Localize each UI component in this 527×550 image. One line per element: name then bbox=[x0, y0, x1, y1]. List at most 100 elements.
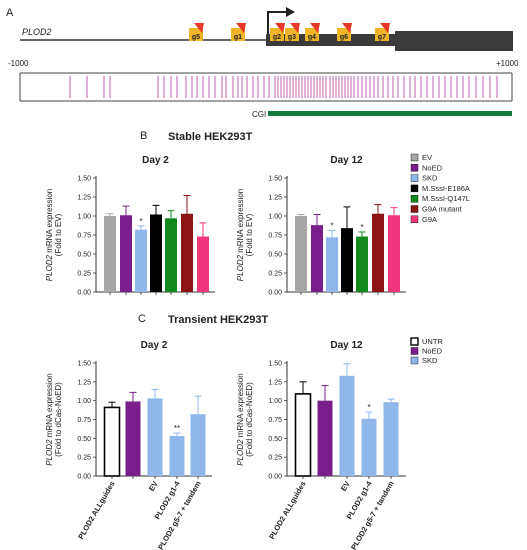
y-tick-label: 0.75 bbox=[268, 233, 282, 240]
guide-flag-g4 bbox=[310, 23, 320, 33]
y-tick-label: 0.50 bbox=[77, 252, 91, 259]
y-axis-label-secondary: (Fold to EV) bbox=[245, 213, 254, 256]
guide-label-g6: g6 bbox=[340, 34, 348, 41]
gene-name: PLOD2 bbox=[22, 27, 52, 37]
legend-label-0: EV bbox=[422, 153, 432, 162]
significance-mark-3: * bbox=[330, 221, 333, 230]
chart-1: Day 2 PLOD2 mRNA expression (Fold to EV) 0.… bbox=[45, 155, 215, 297]
bar-4 bbox=[150, 214, 162, 292]
legend-label-2: SKD bbox=[422, 356, 438, 365]
guide-flag-g1 bbox=[236, 23, 246, 33]
bar-5 bbox=[190, 414, 206, 476]
legend-swatch-1 bbox=[410, 164, 419, 172]
bar-7 bbox=[388, 215, 400, 292]
cgi-label: CGI bbox=[252, 110, 266, 119]
chart-2: Day 12 PLOD2 mRNA expression (Fold to EV) 0… bbox=[236, 155, 406, 297]
chart-3: Day 2 PLOD2 mRNA expression (Fold to dCas-… bbox=[45, 340, 212, 550]
guide-box-g2 bbox=[270, 28, 284, 41]
guide-label-g7: g7 bbox=[378, 34, 386, 41]
bar-1 bbox=[104, 216, 116, 292]
guide-box-g7 bbox=[375, 28, 389, 41]
panel-a-letter: A bbox=[6, 7, 14, 19]
guide-label-g2: g2 bbox=[273, 34, 281, 41]
exon-block-large bbox=[395, 31, 513, 51]
bar-5 bbox=[383, 402, 399, 476]
bar-2 bbox=[125, 401, 141, 476]
y-tick-label: 1.50 bbox=[268, 176, 282, 183]
y-tick-label: 0.50 bbox=[77, 436, 91, 443]
legend-label-1: NoED bbox=[422, 163, 443, 172]
y-axis-label-gene: PLOD2 bbox=[45, 254, 54, 281]
y-axis-label-secondary: (Fold to EV) bbox=[54, 213, 63, 256]
bar-4 bbox=[169, 436, 185, 476]
x-tick-label: PLOD2 ALLguides bbox=[76, 480, 117, 541]
bar-1 bbox=[295, 216, 307, 292]
y-tick-label: 1.00 bbox=[77, 214, 91, 221]
y-tick-label: 0.00 bbox=[268, 290, 282, 297]
legend-swatch-5 bbox=[410, 205, 419, 213]
y-tick-label: 0.00 bbox=[268, 474, 282, 481]
y-tick-label: 1.00 bbox=[268, 398, 282, 405]
y-axis-label: PLOD2 mRNA expression bbox=[45, 189, 54, 281]
guide-flag-g6 bbox=[342, 23, 352, 33]
y-tick-label: 0.00 bbox=[77, 290, 91, 297]
guide-box-g3 bbox=[285, 28, 299, 41]
y-tick-label: 1.25 bbox=[268, 195, 282, 202]
y-tick-label: 1.25 bbox=[77, 195, 91, 202]
chart-4: Day 12 PLOD2 mRNA expression (Fold to dCas… bbox=[236, 340, 406, 550]
guide-flag-g2 bbox=[275, 23, 285, 33]
guide-label-g1: g1 bbox=[234, 34, 242, 41]
bar-4 bbox=[341, 228, 353, 292]
y-tick-label: 0.75 bbox=[268, 417, 282, 424]
y-axis-label: PLOD2 mRNA expression bbox=[236, 373, 245, 465]
bar-3 bbox=[339, 375, 355, 476]
y-tick-label: 1.50 bbox=[77, 176, 91, 183]
bar-6 bbox=[181, 213, 193, 292]
y-axis-label-text: mRNA expression bbox=[45, 189, 54, 255]
guide-flag-g3 bbox=[290, 23, 300, 33]
cgi-bar bbox=[268, 111, 512, 116]
bar-3 bbox=[135, 229, 147, 292]
y-axis-label-text: mRNA expression bbox=[236, 189, 245, 255]
bar-5 bbox=[165, 218, 177, 292]
y-tick-label: 0.50 bbox=[268, 252, 282, 259]
cpg-ticks bbox=[69, 76, 498, 98]
x-tick-label: PLOD2 g5-7 + tandem bbox=[349, 479, 396, 550]
tss-arrow-icon bbox=[286, 7, 295, 17]
y-tick-label: 0.25 bbox=[77, 271, 91, 278]
y-axis-label: PLOD2 mRNA expression bbox=[45, 373, 54, 465]
bar-3 bbox=[326, 237, 338, 292]
y-axis-label-secondary: (Fold to dCas-NoED) bbox=[245, 382, 254, 457]
guide-flag-g7 bbox=[380, 23, 390, 33]
tss-arrow-stem bbox=[267, 11, 288, 34]
y-axis-label-text: mRNA expression bbox=[236, 373, 245, 439]
legend-swatch-2 bbox=[410, 174, 419, 182]
bar-4 bbox=[361, 418, 377, 476]
guide-box-g4 bbox=[305, 28, 319, 41]
guide-box-g5 bbox=[189, 28, 203, 41]
panel-b-title: Stable HEK293T bbox=[168, 131, 253, 143]
legend-label-2: SKD bbox=[422, 174, 438, 183]
y-tick-label: 0.50 bbox=[268, 436, 282, 443]
y-axis-label-text: mRNA expression bbox=[45, 373, 54, 439]
legend-swatch-4 bbox=[410, 194, 419, 203]
legend-label-1: NoED bbox=[422, 347, 443, 356]
x-tick-label: EV bbox=[339, 480, 352, 493]
guide-markers: g5 g1 g2 g3 g4 g6 g7 bbox=[189, 23, 390, 41]
y-tick-label: 1.25 bbox=[77, 379, 91, 386]
y-tick-label: 1.50 bbox=[77, 361, 91, 368]
legend-swatch-6 bbox=[410, 215, 419, 224]
y-axis-label-gene: PLOD2 bbox=[236, 439, 245, 466]
guide-label-g5: g5 bbox=[192, 34, 200, 41]
panel-a-gene-map: A PLOD2 g5 g1 g2 g3 g4 g6 g7 -1000 +1000 CGI bbox=[6, 7, 519, 119]
bar-1 bbox=[103, 406, 121, 477]
y-axis-label-gene: PLOD2 bbox=[236, 254, 245, 281]
bar-2 bbox=[317, 400, 333, 476]
y-tick-label: 1.00 bbox=[77, 398, 91, 405]
panel-c-letter: C bbox=[138, 313, 146, 325]
significance-mark-3: * bbox=[139, 217, 142, 226]
